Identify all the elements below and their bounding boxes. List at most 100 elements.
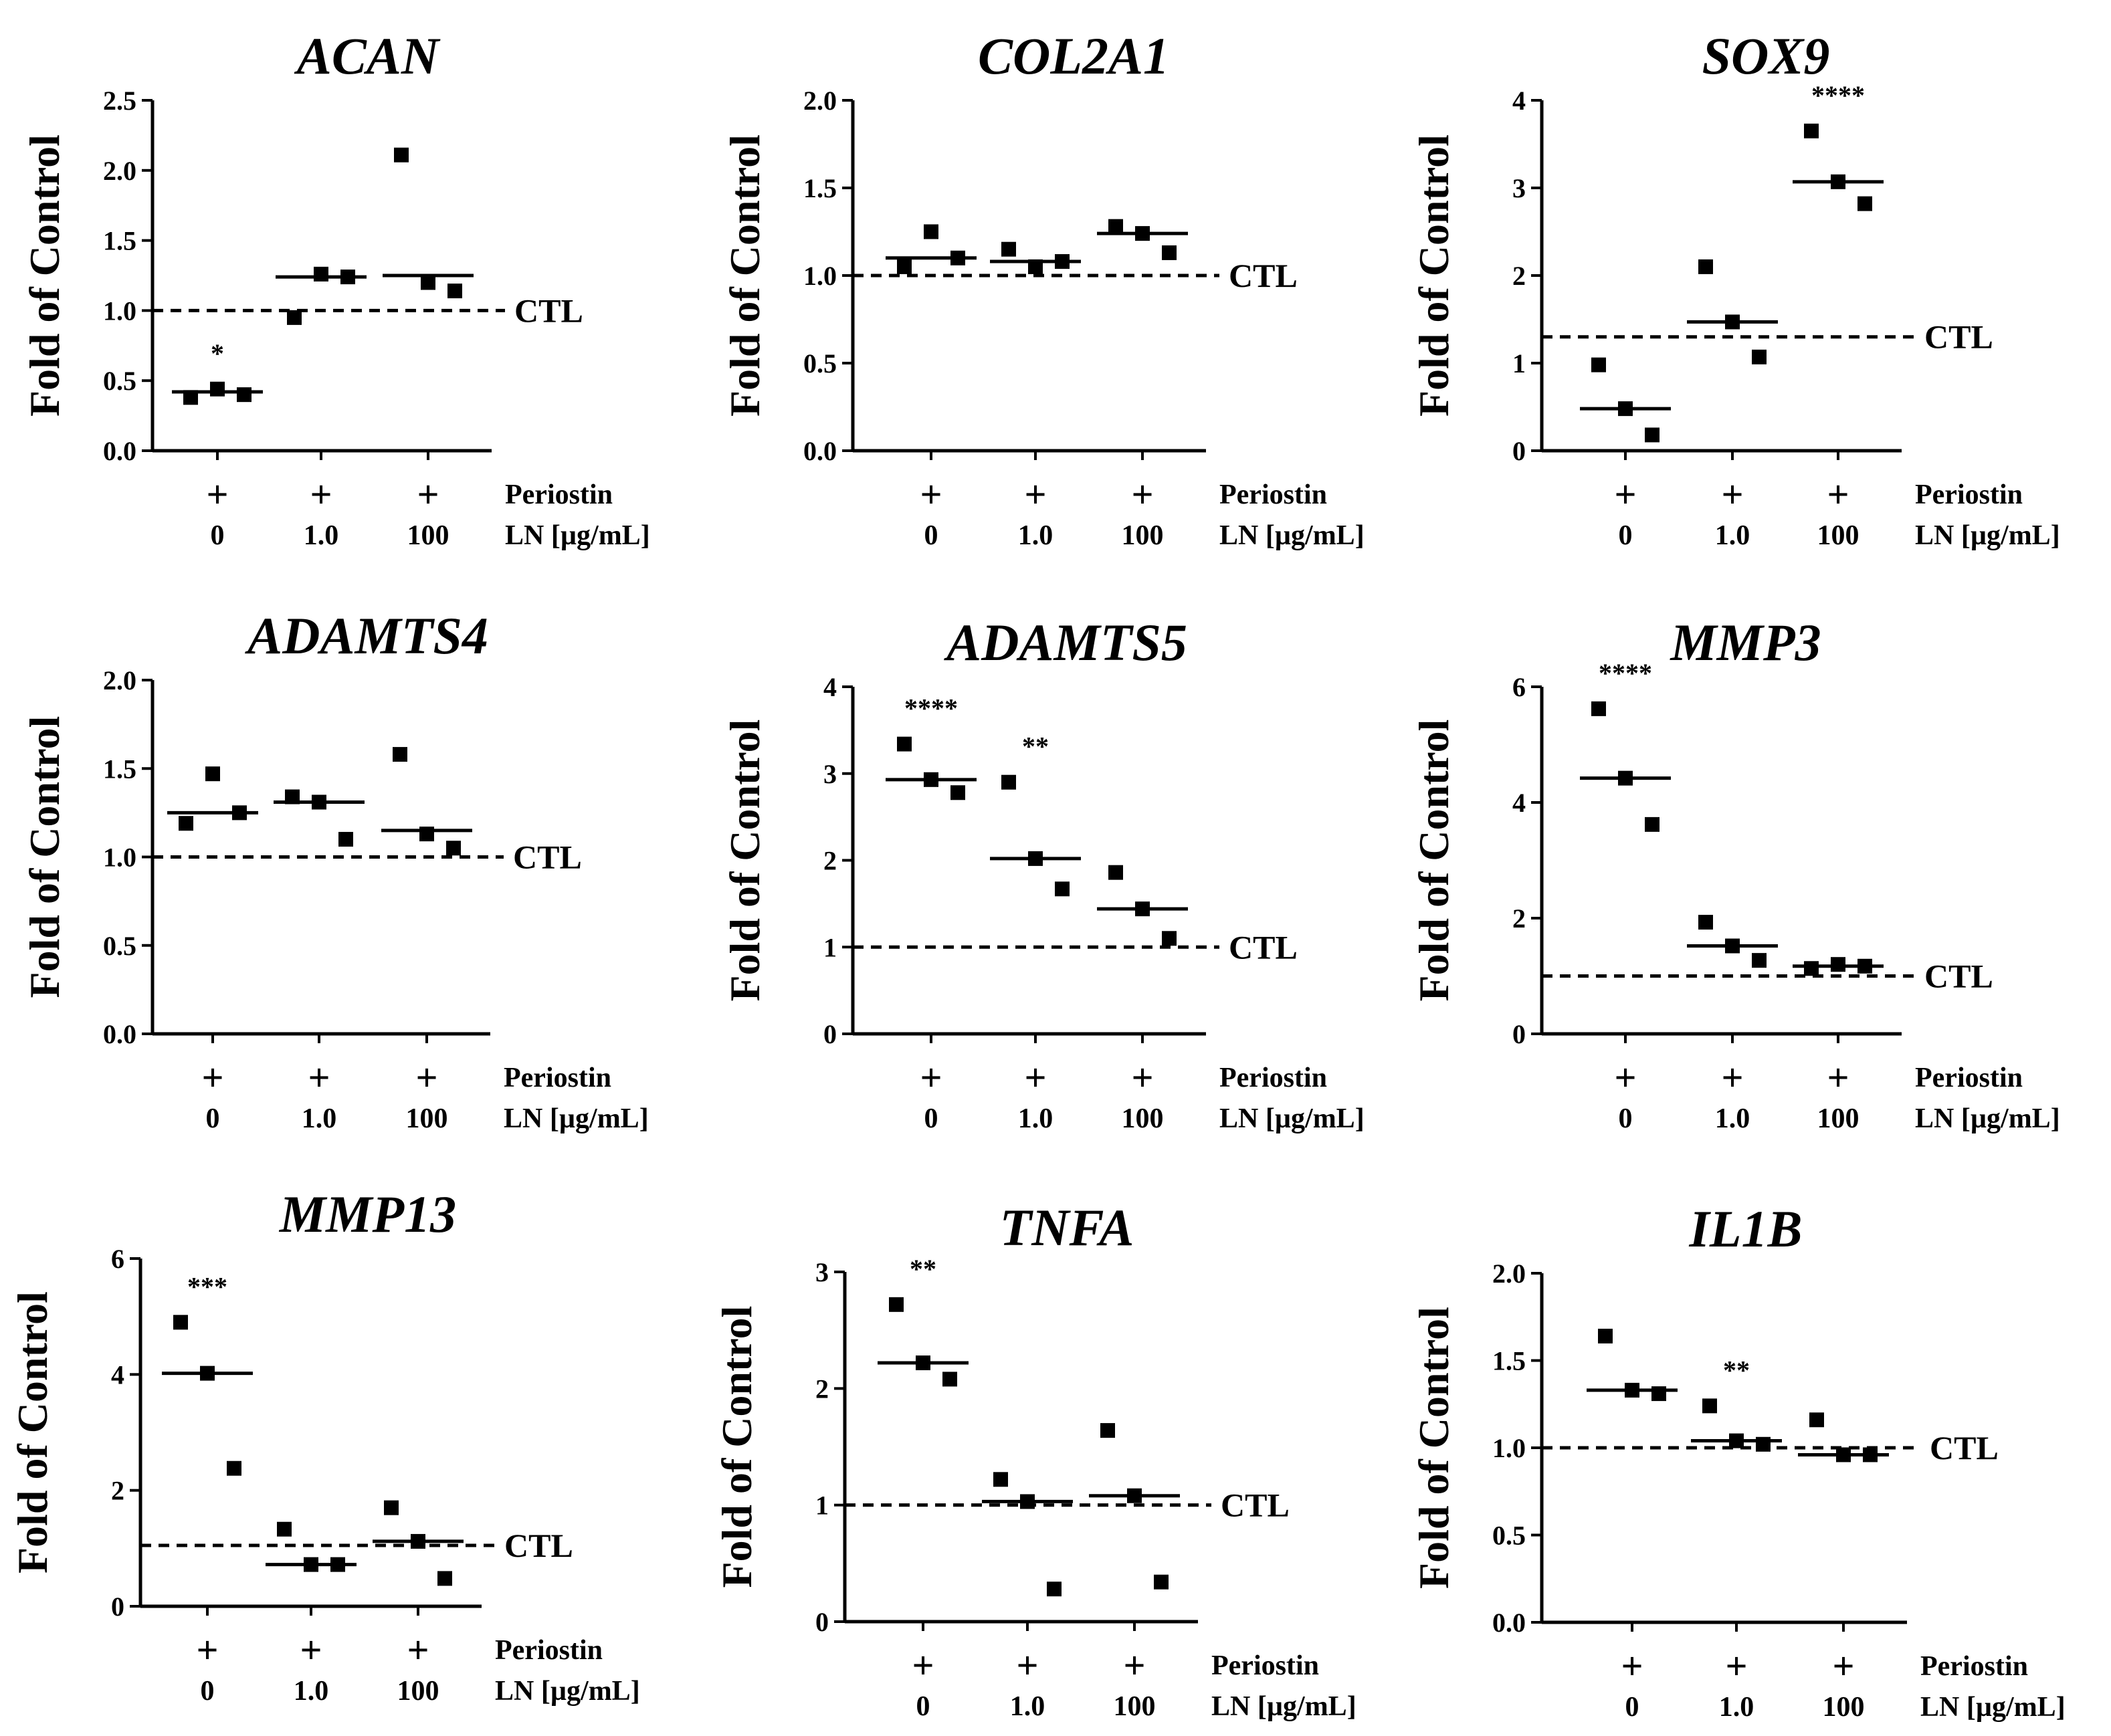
periostin-plus: + bbox=[201, 1056, 223, 1099]
y-tick-label: 0 bbox=[1512, 436, 1526, 466]
data-point bbox=[173, 1315, 188, 1330]
y-tick-label: 0 bbox=[111, 1592, 124, 1622]
data-point bbox=[1857, 196, 1872, 211]
y-tick-label: 2 bbox=[1512, 903, 1526, 934]
periostin-plus: + bbox=[920, 1056, 942, 1099]
panel-mmp3: MMP3 Fold of Control 0 2 4 6 CTL **** +0 +1.0 +100… bbox=[1410, 613, 2060, 1134]
ln-concentration-label: LN [µg/mL] bbox=[1920, 1692, 2066, 1723]
x-category-label: 100 bbox=[406, 1103, 448, 1134]
y-tick-label: 2.0 bbox=[1492, 1259, 1526, 1289]
data-point bbox=[1645, 817, 1660, 832]
panel-sox9: SOX9 Fold of Control 0 1 2 3 4 CTL **** +0 +1.0 +10… bbox=[1410, 27, 2060, 551]
panel-col2a1: COL2A1 Fold of Control 0.0 0.5 1.0 1.5 2.0 CTL +… bbox=[721, 27, 1365, 551]
y-axis-label: Fold of Control bbox=[1410, 134, 1457, 417]
periostin-plus: + bbox=[1827, 1056, 1849, 1099]
panel-tnfa: TNFA Fold of Control 0 1 2 3 CTL ** +0 +1.0 +100 Pe… bbox=[713, 1198, 1356, 1722]
x-category-label: 100 bbox=[397, 1676, 439, 1707]
x-category-label: 0 bbox=[916, 1691, 930, 1722]
ln-concentration-label: LN [µg/mL] bbox=[1211, 1691, 1356, 1722]
periostin-plus: + bbox=[1721, 473, 1743, 516]
x-category-label: 1.0 bbox=[294, 1676, 329, 1707]
ctl-label: CTL bbox=[1221, 1487, 1290, 1524]
y-tick-label: 0.0 bbox=[103, 1019, 136, 1049]
x-category-label: 100 bbox=[1122, 520, 1164, 551]
periostin-plus: + bbox=[1614, 1056, 1636, 1099]
panel-title: MMP3 bbox=[1669, 613, 1821, 671]
periostin-plus: + bbox=[1131, 473, 1153, 516]
x-category-label: 1.0 bbox=[1010, 1691, 1045, 1722]
data-point bbox=[1055, 881, 1070, 897]
data-point bbox=[237, 387, 252, 403]
x-category-label: 0 bbox=[1619, 1103, 1633, 1134]
data-point bbox=[384, 1500, 399, 1515]
data-point bbox=[1702, 1398, 1717, 1414]
data-point bbox=[1001, 774, 1016, 790]
y-tick-label: 1.5 bbox=[803, 173, 837, 203]
significance-marker: ** bbox=[1022, 732, 1049, 762]
y-tick-label: 1.5 bbox=[1492, 1346, 1526, 1376]
y-tick-label: 0 bbox=[815, 1607, 829, 1637]
y-tick-label: 0 bbox=[1512, 1019, 1526, 1049]
data-point bbox=[393, 747, 407, 762]
y-tick-label: 4 bbox=[111, 1360, 124, 1390]
y-tick-label: 0.5 bbox=[803, 348, 837, 378]
data-point bbox=[889, 1297, 904, 1312]
data-point bbox=[446, 841, 461, 856]
ctl-label: CTL bbox=[1229, 928, 1298, 966]
periostin-plus: + bbox=[1131, 1056, 1153, 1099]
periostin-plus: + bbox=[206, 473, 228, 516]
x-category-label: 0 bbox=[206, 1103, 220, 1134]
data-point bbox=[1752, 349, 1767, 364]
data-point bbox=[1804, 123, 1819, 138]
data-point bbox=[394, 147, 409, 162]
periostin-label: Periostin bbox=[495, 1635, 603, 1666]
data-point bbox=[1108, 219, 1123, 234]
data-point bbox=[437, 1571, 452, 1586]
data-point bbox=[287, 310, 302, 325]
data-point bbox=[897, 259, 912, 274]
significance-marker: ** bbox=[910, 1254, 936, 1284]
data-point bbox=[210, 381, 225, 397]
x-category-label: 100 bbox=[1823, 1692, 1865, 1723]
periostin-plus: + bbox=[1123, 1644, 1145, 1687]
x-category-label: 100 bbox=[1114, 1691, 1156, 1722]
y-tick-label: 1 bbox=[1512, 348, 1526, 378]
x-category-label: 1.0 bbox=[1018, 520, 1053, 551]
y-tick-label: 3 bbox=[815, 1257, 829, 1287]
significance-marker: ** bbox=[1723, 1355, 1750, 1385]
y-axis-label: Fold of Control bbox=[721, 720, 769, 1002]
x-category-label: 0 bbox=[924, 520, 938, 551]
periostin-label: Periostin bbox=[1915, 1063, 2023, 1093]
periostin-plus: + bbox=[417, 473, 439, 516]
data-point bbox=[277, 1521, 292, 1537]
data-point bbox=[1047, 1582, 1062, 1597]
x-category-label: 0 bbox=[1619, 520, 1633, 551]
x-category-label: 100 bbox=[1122, 1103, 1164, 1134]
y-tick-label: 1.0 bbox=[803, 261, 837, 291]
data-point bbox=[1162, 245, 1177, 260]
x-category-label: 1.0 bbox=[1719, 1692, 1754, 1723]
significance-marker: *** bbox=[187, 1271, 227, 1301]
periostin-label: Periostin bbox=[1219, 1063, 1327, 1093]
y-tick-label: 0.5 bbox=[1492, 1521, 1526, 1551]
data-point bbox=[1108, 865, 1123, 880]
significance-marker: **** bbox=[1811, 80, 1865, 110]
y-axis-label: Fold of Control bbox=[721, 134, 769, 417]
y-tick-label: 2.0 bbox=[803, 86, 837, 116]
panel-title: TNFA bbox=[1000, 1198, 1134, 1257]
y-tick-label: 4 bbox=[1512, 86, 1526, 116]
data-point bbox=[179, 816, 193, 831]
significance-marker: **** bbox=[1599, 658, 1652, 688]
x-category-label: 0 bbox=[1625, 1692, 1639, 1723]
data-point bbox=[942, 1372, 957, 1387]
y-tick-label: 2.0 bbox=[103, 665, 136, 695]
data-point bbox=[1804, 961, 1819, 976]
data-point bbox=[1645, 427, 1660, 443]
panel-title: MMP13 bbox=[278, 1185, 456, 1243]
data-point bbox=[1001, 241, 1016, 257]
y-axis-label: Fold of Control bbox=[9, 1291, 56, 1574]
significance-marker: * bbox=[211, 338, 224, 368]
ctl-label: CTL bbox=[1924, 318, 1993, 356]
y-tick-label: 1 bbox=[823, 932, 837, 962]
periostin-plus: + bbox=[1721, 1056, 1743, 1099]
